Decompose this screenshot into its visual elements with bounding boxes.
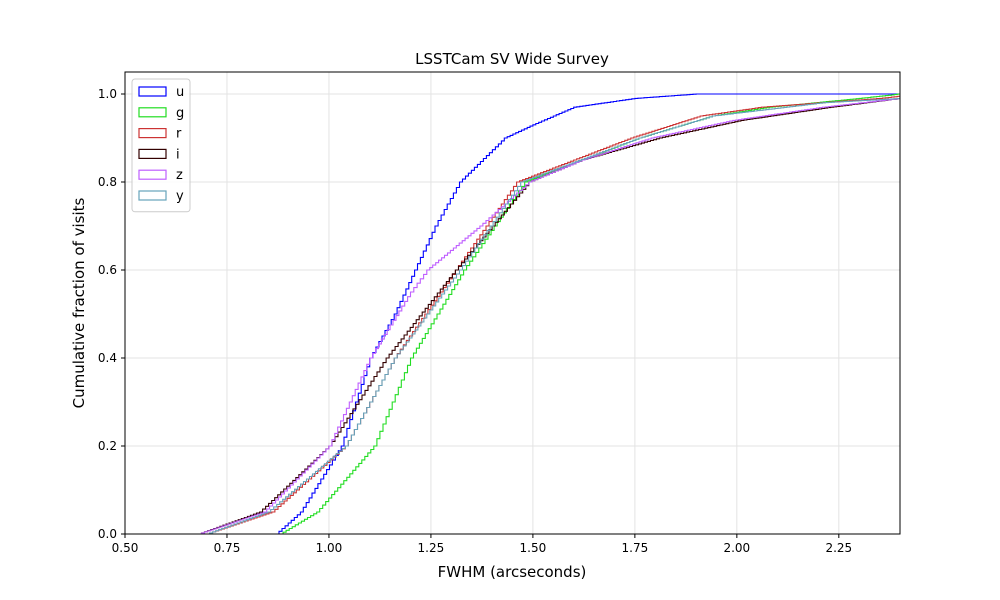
y-tick-label: 0.8 (98, 175, 117, 189)
legend-label-u: u (176, 85, 184, 100)
x-tick-label: 0.50 (112, 541, 139, 555)
legend-swatch-u (138, 86, 167, 97)
grid (124, 72, 900, 535)
series-line-r (125, 95, 901, 535)
legend-swatch-g (138, 107, 167, 118)
axes-frame (124, 71, 901, 535)
y-tick-label: 1.0 (98, 87, 117, 101)
legend-swatch-z (138, 169, 167, 180)
series-line-u (125, 93, 900, 535)
legend-swatch-r (138, 128, 167, 139)
x-tick-label: 0.75 (214, 541, 241, 555)
series-line-z (125, 97, 901, 535)
x-tick-label: 2.25 (825, 541, 852, 555)
x-axis-label: FWHM (arcseconds) (438, 563, 587, 581)
x-tick-label: 1.50 (520, 541, 547, 555)
legend-label-y: y (176, 189, 184, 204)
y-tick-label: 0.2 (98, 439, 117, 453)
ticks: 0.50 0.75 1.00 1.25 1.50 1.75 2.00 2.25 0.0 0.2 0.… (98, 87, 852, 555)
y-tick-label: 0.0 (98, 527, 117, 541)
legend-label-r: r (176, 127, 182, 142)
x-tick-label: 1.00 (316, 541, 343, 555)
series-line-y (125, 97, 901, 535)
legend-label-z: z (176, 168, 183, 183)
legend-swatch-i (138, 148, 167, 159)
y-axis-label: Cumulative fraction of visits (70, 197, 88, 408)
x-tick-label: 1.75 (622, 541, 649, 555)
chart-title: LSSTCam SV Wide Survey (415, 50, 609, 68)
legend-label-i: i (176, 147, 180, 162)
series-line-i (125, 97, 901, 535)
y-tick-label: 0.6 (98, 263, 117, 277)
series-lines (125, 93, 901, 535)
legend-swatch-y (138, 190, 167, 201)
legend-label-g: g (176, 106, 184, 121)
y-tick-label: 0.4 (98, 351, 117, 365)
x-tick-label: 2.00 (723, 541, 750, 555)
series-line-g (125, 93, 901, 535)
x-tick-label: 1.25 (418, 541, 445, 555)
